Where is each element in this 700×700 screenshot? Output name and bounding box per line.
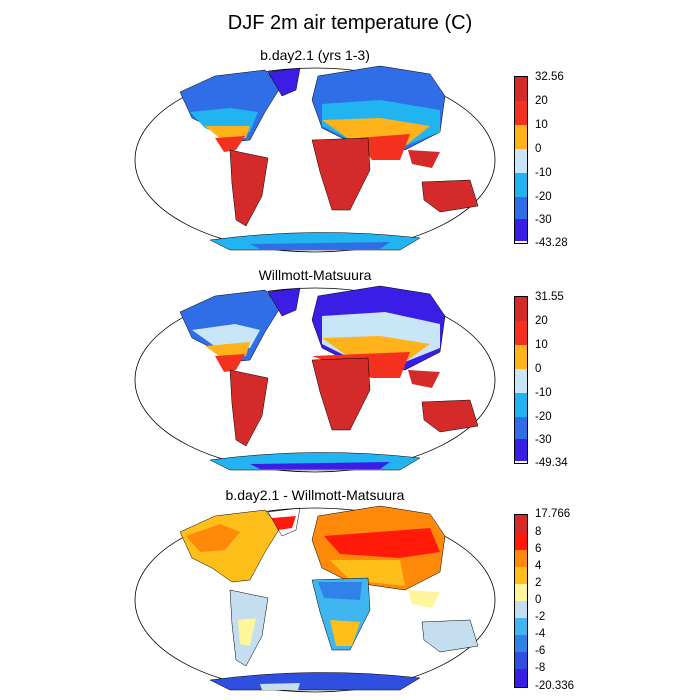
cb2-min-label: -49.34 [535,457,568,469]
cb3-level-label: -4 [535,628,546,640]
cb2-level-label: -30 [535,434,552,446]
cb3-bin [515,567,527,584]
map-3-land [134,505,496,693]
cb3-level-label: -8 [535,662,546,674]
cb2-level-label: 0 [535,363,542,375]
cb1-level-label: 10 [535,119,548,131]
cb3-min-label: -20.336 [535,680,575,692]
cb2-level-label: 20 [535,315,548,327]
cb2-bin [515,321,527,345]
cb3-bin [515,618,527,635]
cb1-bin [515,149,527,173]
cb3-bin [515,652,527,669]
cb3-bin [515,635,527,652]
cb2-bin [515,417,527,439]
cb2-bin [515,345,527,369]
cb1-level-label: 0 [535,143,542,155]
figure-title: DJF 2m air temperature (C) [227,12,473,34]
cb1-level-label: 20 [535,95,548,107]
cb2-bin [515,393,527,417]
cb1-min-label: -43.28 [535,237,568,249]
cb2-level-label: -10 [535,387,552,399]
cb3-max-label: 17.766 [535,508,571,520]
cb1-bin [515,173,527,197]
cb1-bin [515,77,527,101]
cb3-level-label: -6 [535,645,546,657]
panel-1-colorbar [514,76,528,244]
cb1-bin [515,219,527,241]
cb3-bin [515,584,527,601]
cb1-max-label: 32.56 [535,71,564,83]
panel-3-title: b.day2.1 - Willmott-Matsuura [225,487,405,503]
cb3-level-label: 2 [535,577,542,589]
cb2-max-label: 31.55 [535,291,564,303]
cb1-level-label: -20 [535,191,552,203]
panel-2-colorbar [514,296,528,464]
cb1-bin [515,101,527,125]
cb3-level-label: 6 [535,543,542,555]
cb3-bin [515,550,527,567]
cb3-level-label: 8 [535,526,542,538]
cb1-level-label: -30 [535,214,552,226]
cb1-bin [515,125,527,149]
panel-3-colorbar [514,514,528,688]
cb3-level-label: 0 [535,594,542,606]
panel-1-title: b.day2.1 (yrs 1-3) [260,47,370,63]
cb3-level-label: -2 [535,611,546,623]
cb2-level-label: 10 [535,339,548,351]
cb3-bin [515,533,527,550]
cb2-bin [515,439,527,461]
cb2-bin [515,369,527,393]
cb3-bin [515,669,527,687]
map-2-land [134,285,496,473]
cb2-bin [515,297,527,321]
cb3-bin [515,601,527,618]
cb1-level-label: -10 [535,167,552,179]
map-1-land [134,65,496,253]
cb3-bin [515,515,527,533]
cb2-level-label: -20 [535,411,552,423]
cb1-bin [515,197,527,219]
panel-2-title: Willmott-Matsuura [258,267,372,283]
cb3-level-label: 4 [535,560,542,572]
